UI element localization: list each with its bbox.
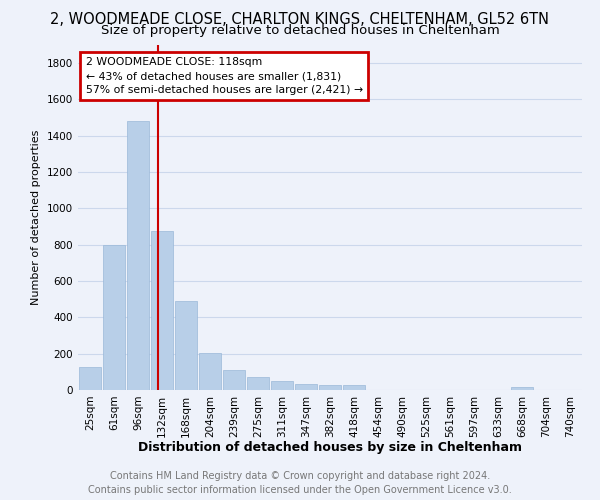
Bar bbox=[343, 385, 365, 390]
Text: Contains HM Land Registry data © Crown copyright and database right 2024.
Contai: Contains HM Land Registry data © Crown c… bbox=[88, 471, 512, 495]
Bar bbox=[511, 388, 533, 390]
Bar bbox=[175, 301, 197, 390]
Bar bbox=[79, 368, 101, 390]
Y-axis label: Number of detached properties: Number of detached properties bbox=[31, 130, 41, 305]
Bar bbox=[319, 385, 341, 390]
Text: 2 WOODMEADE CLOSE: 118sqm
← 43% of detached houses are smaller (1,831)
57% of se: 2 WOODMEADE CLOSE: 118sqm ← 43% of detac… bbox=[86, 57, 362, 95]
Bar bbox=[127, 122, 149, 390]
Bar bbox=[151, 231, 173, 390]
Bar bbox=[247, 378, 269, 390]
Bar bbox=[199, 353, 221, 390]
Text: 2, WOODMEADE CLOSE, CHARLTON KINGS, CHELTENHAM, GL52 6TN: 2, WOODMEADE CLOSE, CHARLTON KINGS, CHEL… bbox=[50, 12, 550, 28]
X-axis label: Distribution of detached houses by size in Cheltenham: Distribution of detached houses by size … bbox=[138, 441, 522, 454]
Bar bbox=[271, 382, 293, 390]
Bar bbox=[103, 244, 125, 390]
Bar bbox=[295, 384, 317, 390]
Text: Size of property relative to detached houses in Cheltenham: Size of property relative to detached ho… bbox=[101, 24, 499, 37]
Bar bbox=[223, 370, 245, 390]
